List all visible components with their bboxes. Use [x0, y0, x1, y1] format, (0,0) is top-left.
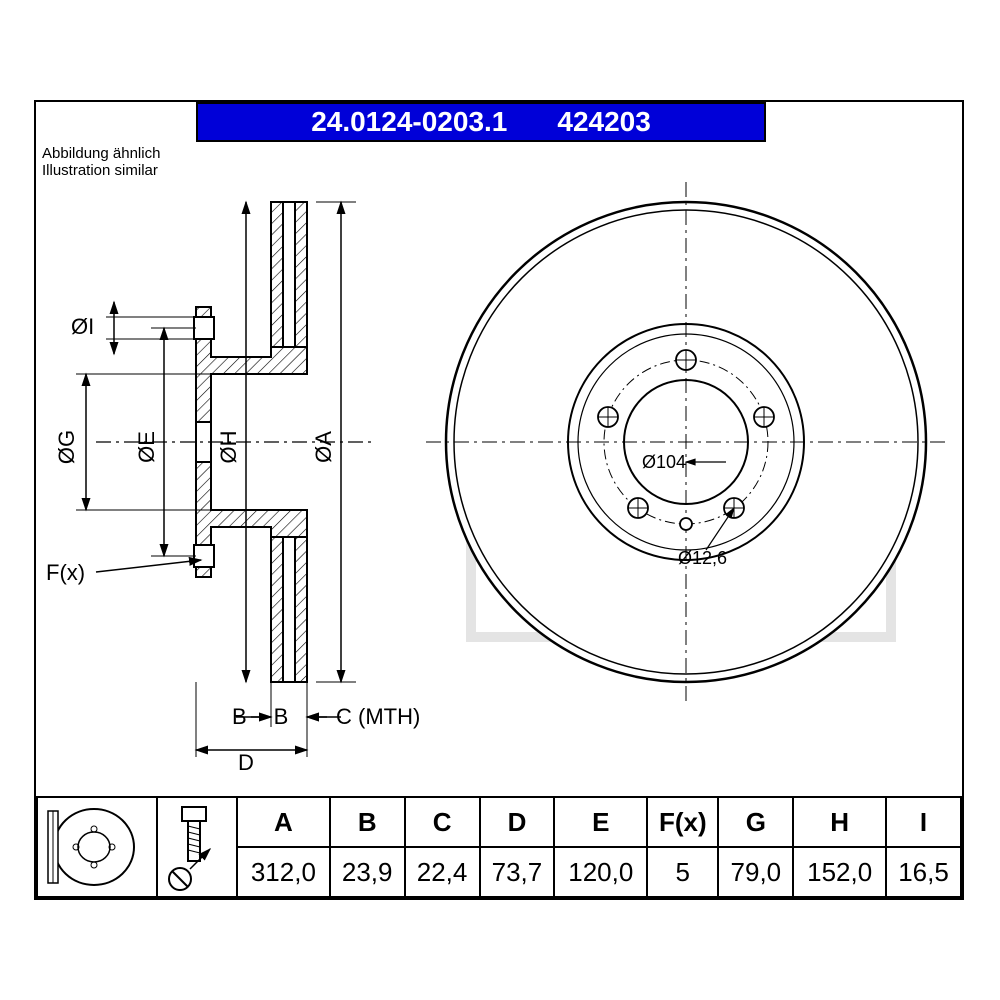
col-H: H: [793, 797, 886, 847]
label-diaH: ØH: [216, 431, 241, 464]
bolt-hole-label: Ø12,6: [678, 548, 727, 568]
col-D: D: [480, 797, 555, 847]
val-E: 120,0: [554, 847, 647, 897]
val-F: 5: [647, 847, 718, 897]
label-C: C (MTH): [336, 704, 420, 729]
label-D: D: [238, 750, 254, 775]
val-C: 22,4: [405, 847, 480, 897]
bolt-circle-label: Ø104: [642, 452, 686, 472]
val-I: 16,5: [886, 847, 961, 897]
label-diaI: ØI: [71, 314, 94, 339]
disc-icon-cell: [37, 797, 157, 897]
label-diaG: ØG: [54, 430, 79, 464]
val-D: 73,7: [480, 847, 555, 897]
short-number: 424203: [557, 106, 650, 138]
col-B: B: [330, 797, 405, 847]
label-B: B: [274, 704, 289, 729]
val-B: 23,9: [330, 847, 405, 897]
bolt-icon-cell: [157, 797, 237, 897]
part-number: 24.0124-0203.1: [311, 106, 507, 138]
drawing-frame: 24.0124-0203.1 424203 Abbildung ähnlich …: [34, 100, 964, 900]
header-bar: 24.0124-0203.1 424203: [196, 102, 766, 142]
label-diaE: ØE: [134, 431, 159, 463]
col-A: A: [237, 797, 330, 847]
front-view: Ø104 Ø12,6: [426, 182, 946, 702]
table-header-row: A B C D E F(x) G H I: [37, 797, 961, 847]
technical-drawing: ØI ØG ØE ØH ØA: [36, 142, 962, 782]
col-F: F(x): [647, 797, 718, 847]
col-G: G: [718, 797, 793, 847]
label-B2: B: [232, 704, 247, 729]
side-view: ØI ØG ØE ØH ØA: [46, 202, 420, 775]
col-C: C: [405, 797, 480, 847]
col-E: E: [554, 797, 647, 847]
col-I: I: [886, 797, 961, 847]
label-diaA: ØA: [311, 431, 336, 463]
bolt-icon: [162, 801, 222, 893]
val-H: 152,0: [793, 847, 886, 897]
val-A: 312,0: [237, 847, 330, 897]
disc-thumbnail-icon: [42, 801, 142, 893]
val-G: 79,0: [718, 847, 793, 897]
dimension-table: A B C D E F(x) G H I 312,0 23,9 22,4 73,…: [36, 796, 962, 898]
drawing-area: ØI ØG ØE ØH ØA: [36, 142, 962, 782]
label-Fx: F(x): [46, 560, 85, 585]
